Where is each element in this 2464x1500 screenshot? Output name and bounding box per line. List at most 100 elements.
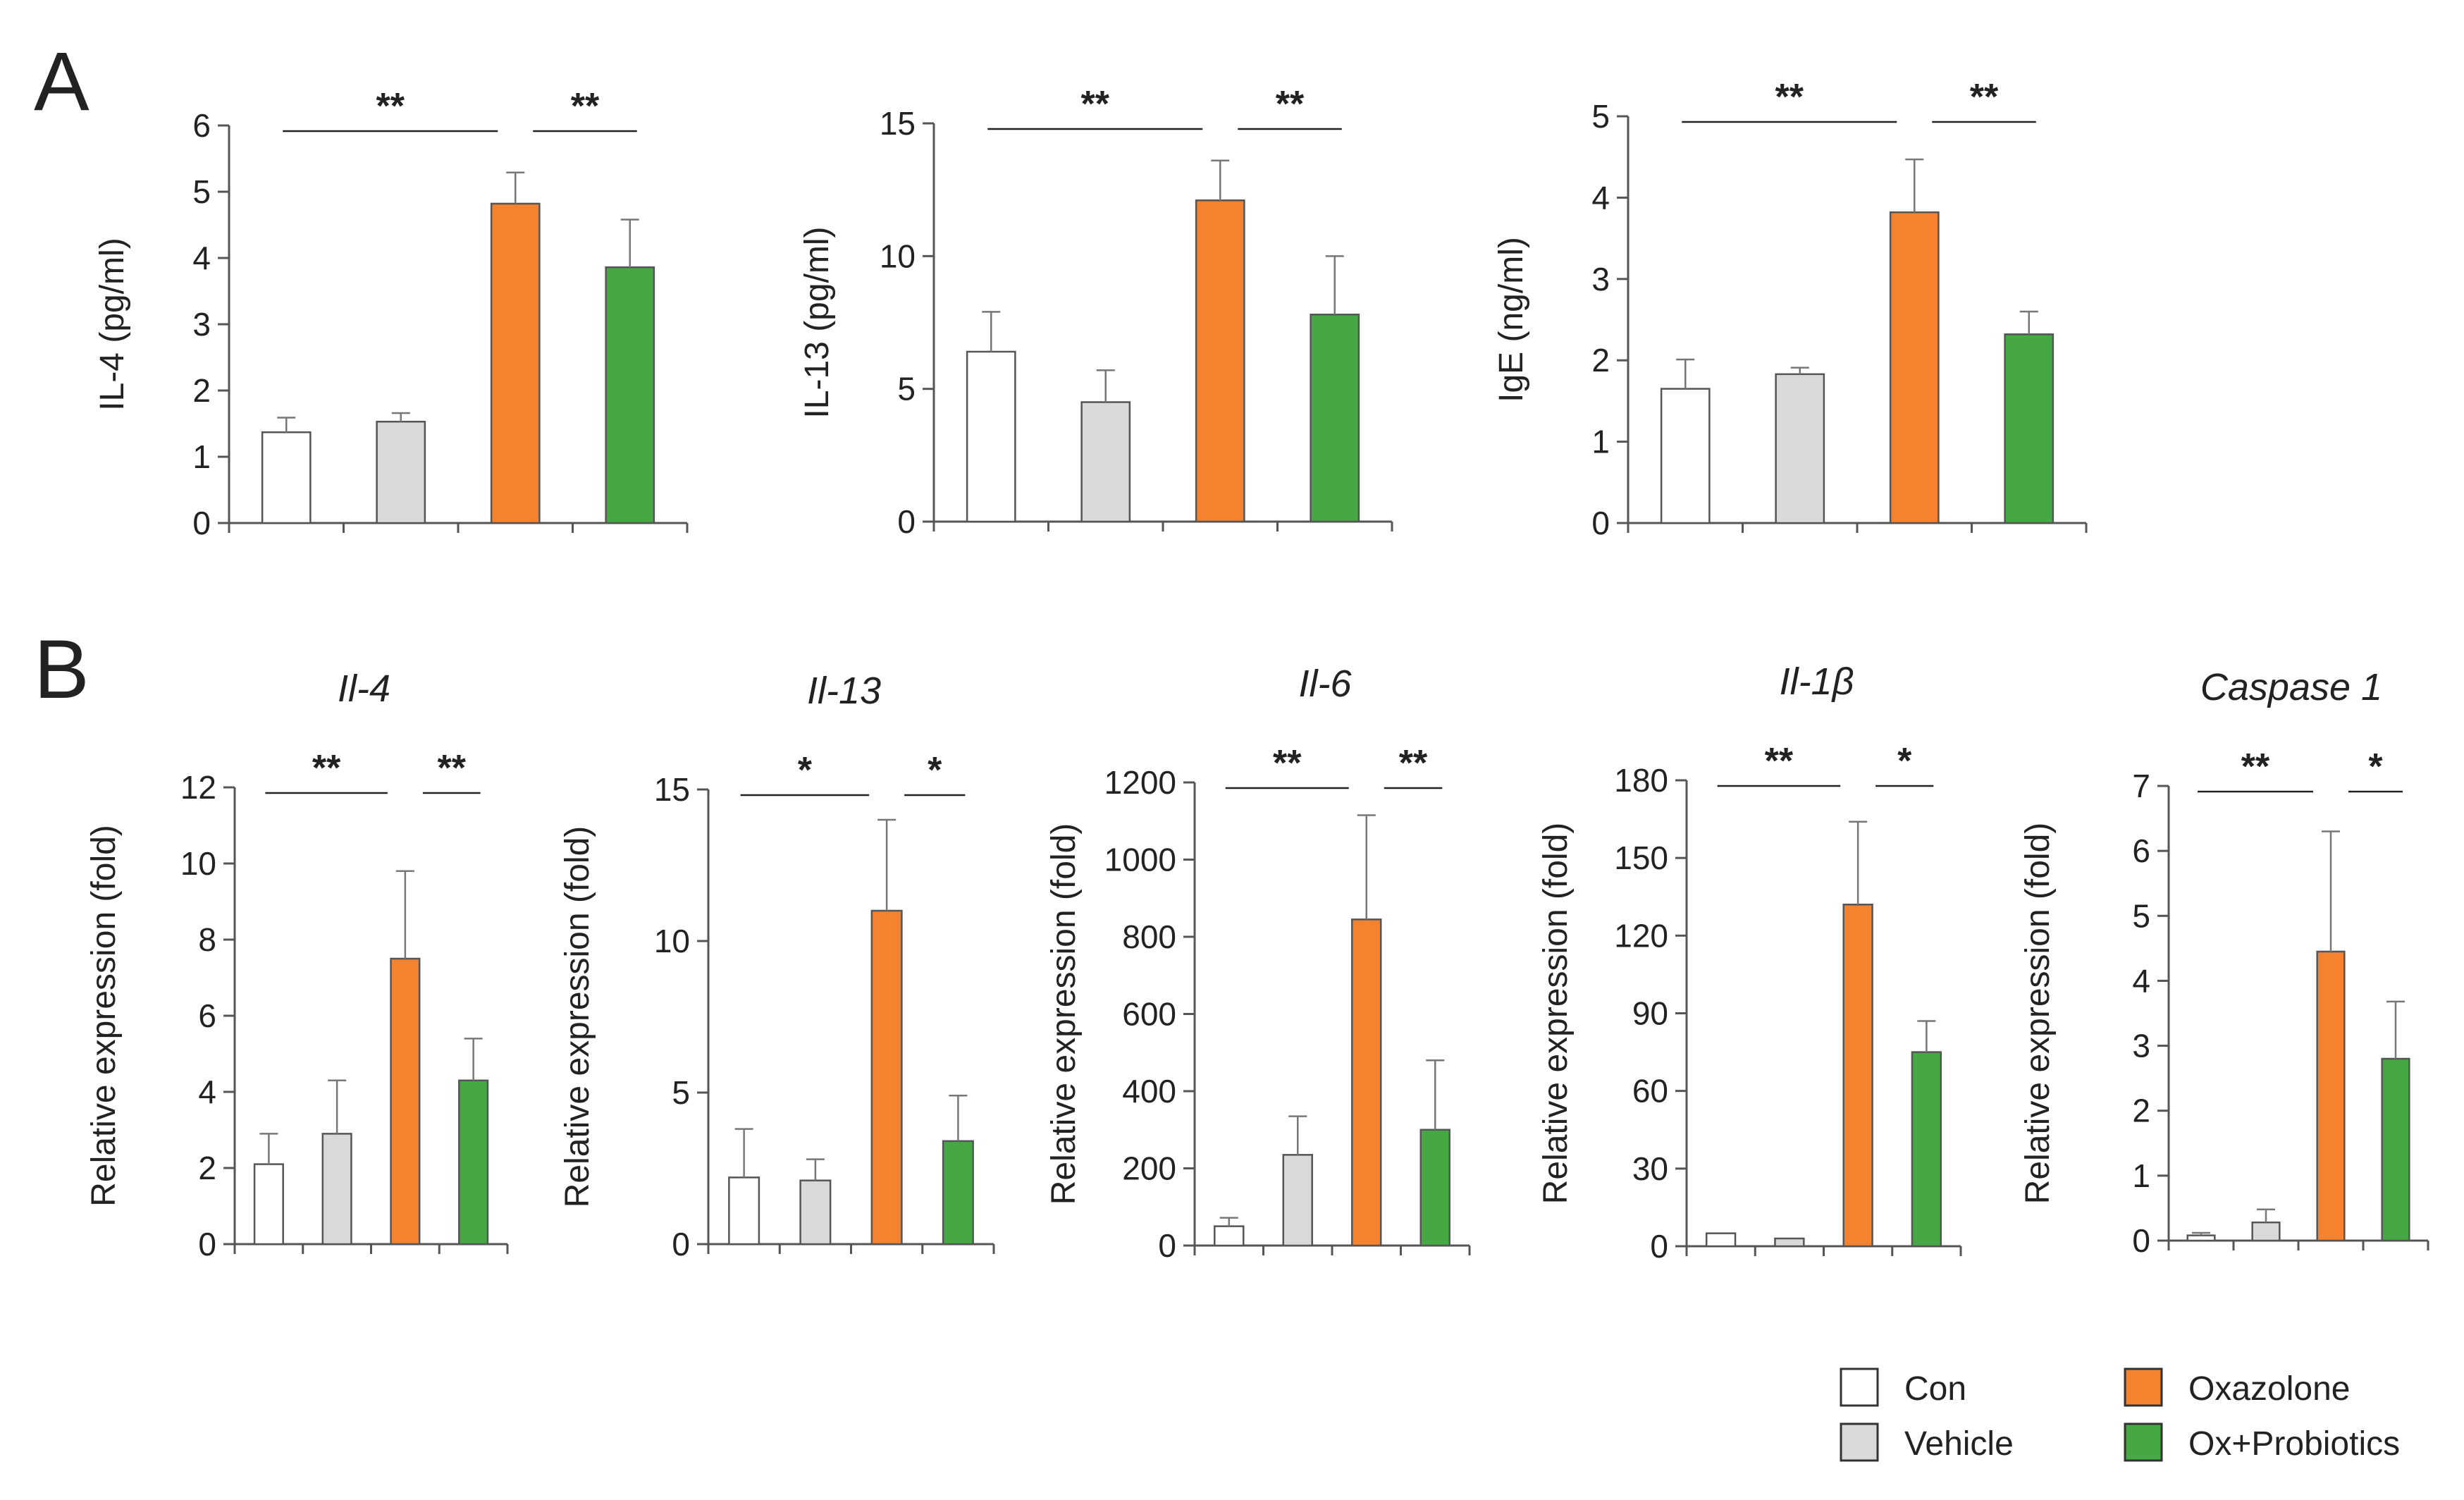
y-tick-label: 1000: [1104, 842, 1176, 878]
y-tick-label: 15: [654, 771, 690, 808]
y-tick-label: 1200: [1104, 764, 1176, 801]
significance-label: **: [1273, 743, 1302, 784]
y-tick-label: 4: [1591, 179, 1610, 216]
chart-8: 0 1 2 3 4 5 6 7 Relative expression (fold) Caspas…: [2019, 666, 2429, 1259]
y-tick-label: 4: [198, 1074, 216, 1110]
bar-oxazolone: [1195, 199, 1245, 523]
bar-ox-probiotics: [2004, 333, 2055, 524]
significance-label: *: [798, 750, 813, 791]
significance-label: **: [312, 748, 341, 789]
y-tick-label: 0: [2132, 1222, 2150, 1259]
significance-label: *: [1897, 741, 1912, 782]
y-tick-label: 200: [1122, 1150, 1176, 1187]
legend-swatch-ox-probiotics: [2124, 1422, 2163, 1462]
bar-oxazolone: [2316, 950, 2346, 1242]
y-tick-label: 3: [1591, 261, 1610, 297]
legend-label-oxazolone: Oxazolone: [2188, 1370, 2350, 1408]
y-tick-label: 7: [2132, 768, 2150, 804]
bar-oxazolone: [490, 202, 541, 524]
legend-swatch-oxazolone: [2124, 1367, 2163, 1407]
y-tick-label: 2: [1591, 342, 1610, 379]
y-tick-label: 4: [192, 240, 211, 276]
bar-oxazolone: [1351, 918, 1382, 1247]
y-tick-label: 800: [1122, 918, 1176, 955]
y-tick-label: 0: [1158, 1227, 1176, 1264]
significance-label: **: [1081, 84, 1110, 125]
y-tick-label: 4: [2132, 962, 2150, 999]
chart-3: 0 1 2 3 4 5 IgE (ng/ml) ** **: [1493, 77, 2088, 541]
significance-label: **: [1765, 741, 1794, 782]
y-tick-label: 30: [1632, 1150, 1668, 1187]
y-tick-label: 2: [2132, 1093, 2150, 1129]
bar-ox-probiotics: [605, 266, 655, 524]
y-tick-label: 3: [192, 306, 211, 343]
significance-label: **: [1775, 77, 1804, 118]
y-tick-label: 15: [880, 105, 916, 142]
y-tick-label: 6: [2132, 832, 2150, 869]
chart-7: 0 30 60 90 120 150 180 Relative expression (fol…: [1537, 660, 1962, 1265]
y-tick-label: 3: [2132, 1028, 2150, 1064]
bar-oxazolone: [1889, 211, 1940, 524]
legend-swatch-vehicle: [1840, 1422, 1879, 1462]
bar-vehicle: [2251, 1221, 2281, 1242]
bar-vehicle: [799, 1179, 832, 1246]
y-axis-label: Relative expression (fold): [559, 826, 596, 1208]
y-tick-label: 1: [1591, 424, 1610, 460]
y-tick-label: 0: [198, 1226, 216, 1262]
y-tick-label: 0: [672, 1226, 690, 1262]
bar-con: [1660, 388, 1711, 524]
y-axis-label: Relative expression (fold): [1537, 823, 1575, 1205]
chart-6: 0 200 400 600 800 1000 1200 Relative expression…: [1045, 663, 1471, 1264]
legend-swatch-con: [1840, 1367, 1879, 1407]
y-tick-label: 6: [192, 107, 211, 144]
panel-label-b: B: [34, 623, 90, 716]
y-tick-label: 0: [192, 505, 211, 541]
chart-1: 0 1 2 3 4 5 6 IL-4 (pg/ml) ** **: [94, 86, 689, 541]
bar-oxazolone: [1842, 904, 1873, 1248]
y-tick-label: 10: [880, 238, 916, 274]
significance-label: **: [1970, 77, 1999, 118]
bar-ox-probiotics: [458, 1079, 489, 1246]
y-tick-label: 0: [1591, 505, 1610, 541]
legend: Con Vehicle Oxazolone Ox+Probiotics: [1840, 1367, 2400, 1463]
chart-5: 0 5 10 15 Relative expression (fold) Il-13 * *: [559, 670, 995, 1262]
significance-label: **: [571, 86, 600, 127]
y-tick-label: 5: [192, 173, 211, 210]
chart-title: Il-13: [807, 670, 881, 712]
chart-title: Il-6: [1298, 663, 1352, 705]
chart-title: Il-1β: [1780, 660, 1854, 703]
y-axis-label: IL-4 (pg/ml): [94, 238, 131, 410]
significance-label: **: [376, 86, 405, 127]
y-tick-label: 10: [180, 845, 216, 882]
legend-label-vehicle: Vehicle: [1904, 1425, 2014, 1463]
bar-con: [261, 431, 312, 524]
significance-label: **: [1276, 84, 1305, 125]
significance-label: *: [2368, 746, 2383, 787]
y-tick-label: 6: [198, 997, 216, 1034]
y-tick-label: 10: [654, 923, 690, 959]
bar-vehicle: [1282, 1154, 1313, 1247]
bar-vehicle: [1775, 373, 1825, 524]
y-tick-label: 400: [1122, 1073, 1176, 1109]
bar-con: [1214, 1225, 1245, 1247]
y-tick-label: 60: [1632, 1073, 1668, 1109]
bar-ox-probiotics: [2381, 1057, 2410, 1242]
y-tick-label: 90: [1632, 995, 1668, 1032]
y-tick-label: 12: [180, 769, 216, 806]
significance-label: **: [438, 748, 467, 789]
y-tick-label: 1: [2132, 1157, 2150, 1194]
y-tick-label: 180: [1614, 762, 1668, 799]
chart-4: 0 2 4 6 8 10 12 Relative expression (fold) Il-4 *…: [85, 668, 509, 1262]
bar-ox-probiotics: [942, 1140, 974, 1246]
bar-con: [966, 350, 1016, 523]
bar-ox-probiotics: [1419, 1129, 1450, 1247]
bar-vehicle: [1774, 1237, 1805, 1248]
chart-2: 0 5 10 15 IL-13 (pg/ml) ** **: [799, 84, 1393, 540]
significance-label: **: [1399, 743, 1428, 784]
y-tick-label: 120: [1614, 917, 1668, 954]
y-tick-label: 600: [1122, 996, 1176, 1033]
legend-label-con: Con: [1904, 1370, 1966, 1408]
bar-con: [1705, 1232, 1737, 1248]
y-tick-label: 5: [1591, 98, 1610, 135]
